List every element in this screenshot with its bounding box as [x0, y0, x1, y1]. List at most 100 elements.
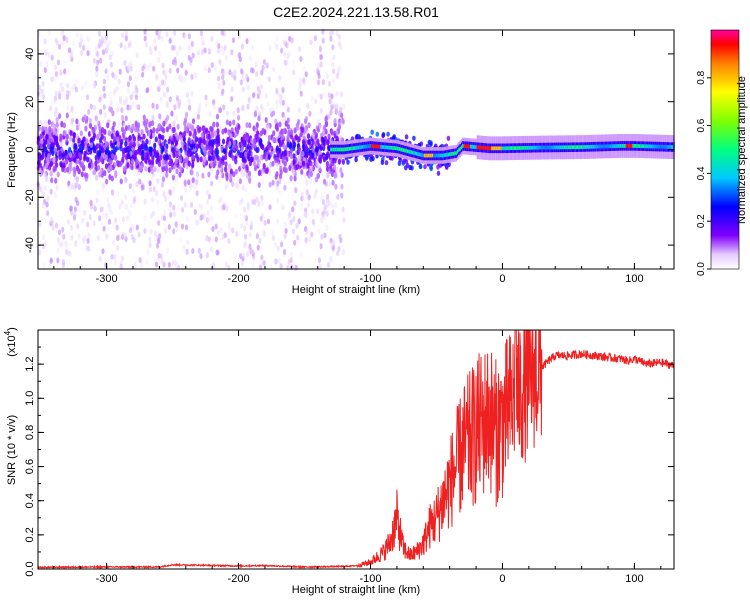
spectrogram-cell: [314, 98, 318, 105]
spectrogram-cell: [107, 149, 111, 156]
spectrogram-cell: [283, 184, 287, 191]
spectrogram-cell: [318, 154, 323, 161]
spectrogram-cell: [295, 222, 299, 229]
spectrogram-cell: [331, 209, 335, 216]
spectrogram-cell: [128, 135, 132, 141]
spectrogram-cell: [54, 222, 59, 229]
spectrogram-cell: [58, 43, 62, 50]
spectrogram-cell: [203, 47, 207, 54]
spectrogram-cell: [204, 94, 208, 101]
spectrogram-cell: [110, 253, 114, 260]
spectrogram-cell: [150, 164, 154, 171]
spectrogram-cell: [260, 254, 264, 261]
snr-y-axis-label: SNR (10 * v/v): [6, 415, 18, 485]
spectrogram-cell: [266, 218, 271, 225]
spectrogram-cell: [185, 111, 189, 118]
spectrogram-cell: [370, 129, 375, 135]
spectrogram-cell: [105, 233, 109, 240]
spectrogram-cell: [299, 251, 303, 258]
spectrogram-cell: [289, 257, 293, 264]
spectrogram-cell: [204, 127, 209, 134]
spectrogram-cell: [86, 36, 90, 42]
spectrogram-cell: [329, 242, 333, 249]
spectrogram-cell: [64, 248, 69, 255]
spectrogram-cell: [43, 173, 47, 179]
spectrogram-cell: [202, 213, 206, 220]
spectrogram-cell: [129, 65, 133, 72]
spectrogram-cell: [128, 183, 132, 190]
spectrogram-cell: [69, 205, 73, 212]
spectrogram-cell: [106, 196, 110, 203]
spectrogram-cell: [229, 132, 233, 139]
spectrogram-cell: [183, 202, 187, 208]
spectrogram-cell: [177, 150, 181, 156]
spectrogram-cell: [164, 147, 168, 154]
spectrogram-cell: [77, 122, 81, 129]
spectrogram-cell: [153, 142, 157, 149]
spectrogram-cell: [77, 168, 81, 175]
spectrogram-cell: [141, 71, 145, 78]
spectrogram-cell: [332, 103, 337, 110]
spectrogram-cell: [71, 142, 75, 148]
snr-x-ticks: -300 -200 -100 0 100: [53, 330, 662, 585]
spectrogram-cell: [289, 175, 293, 182]
spectrogram-cell: [119, 178, 123, 185]
spectrogram-cell: [328, 98, 332, 105]
spectrogram-cell: [62, 122, 66, 129]
spectrogram-cell: [84, 80, 88, 86]
spectrogram-cell: [39, 171, 43, 177]
spectrogram-cell: [365, 154, 370, 160]
spectrogram-cell: [95, 174, 99, 181]
spectrogram-cell: [143, 198, 147, 205]
spectrogram-cell: [138, 257, 142, 264]
spectrogram-cell: [140, 143, 144, 150]
spectrogram-cell: [319, 243, 323, 250]
spectrogram-cell: [41, 191, 45, 198]
spectrogram-cell: [110, 133, 114, 140]
spectrogram-cell: [87, 162, 92, 169]
spectrogram-cell: [182, 77, 186, 83]
spectrogram-cell: [165, 126, 169, 133]
spectrogram-cell: [41, 80, 45, 87]
spectrogram-cell: [180, 195, 184, 201]
spectrogram-cell: [52, 129, 56, 136]
spectrogram-cell: [203, 156, 207, 163]
spectrogram-cell: [200, 132, 204, 139]
spectrogram-cell: [114, 74, 118, 81]
spectrogram-cell: [327, 168, 332, 175]
spectrogram-cell: [91, 169, 96, 176]
spectrogram-cell: [96, 235, 100, 241]
spectrogram-cell: [113, 222, 117, 229]
spectrogram-cell: [338, 233, 342, 240]
spectrogram-cell: [308, 178, 313, 185]
spectrogram-cell: [227, 238, 231, 244]
spectrogram-cell: [256, 85, 260, 92]
spectrogram-cell: [210, 62, 214, 68]
spectrogram-cell: [132, 141, 136, 148]
spectrogram-cell: [283, 221, 287, 228]
spectrogram-cell: [79, 130, 83, 137]
spectrogram-cell: [54, 156, 59, 163]
spectrogram-cell: [89, 142, 94, 149]
spectrogram-cell: [315, 67, 319, 74]
spectrogram-cell: [153, 166, 157, 173]
spectrogram-cell: [111, 239, 116, 246]
spectrogram-cell: [134, 160, 139, 166]
spectrogram-cell: [318, 123, 322, 130]
spectrogram-cell: [250, 67, 254, 74]
spectrogram-cell: [209, 125, 213, 132]
spectrogram-cell: [446, 135, 451, 141]
spectrogram-cell: [67, 47, 72, 54]
spectrogram-cell: [239, 222, 243, 229]
spectrogram-cell: [72, 137, 76, 144]
colorbar-tick-label: 0.2: [696, 214, 707, 228]
spectrogram-cell: [183, 179, 187, 186]
spectrogram-cell: [280, 241, 284, 248]
spectrogram-cell: [271, 110, 276, 117]
spectrogram-cell: [68, 185, 72, 191]
spectrogram-cell: [120, 199, 124, 206]
spectrogram-cell: [107, 39, 111, 46]
spectrogram-cell: [240, 68, 244, 75]
spectrogram-cell: [257, 182, 261, 188]
spectrogram-cell: [112, 147, 117, 154]
